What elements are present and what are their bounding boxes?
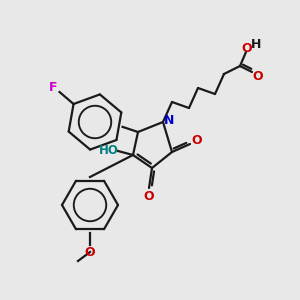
Text: HO: HO [99,145,119,158]
Text: F: F [49,80,58,94]
Text: O: O [85,245,95,259]
Text: H: H [251,38,261,52]
Text: O: O [192,134,202,146]
Text: O: O [242,41,252,55]
Text: O: O [144,190,154,203]
Text: N: N [164,113,174,127]
Text: O: O [253,70,263,83]
